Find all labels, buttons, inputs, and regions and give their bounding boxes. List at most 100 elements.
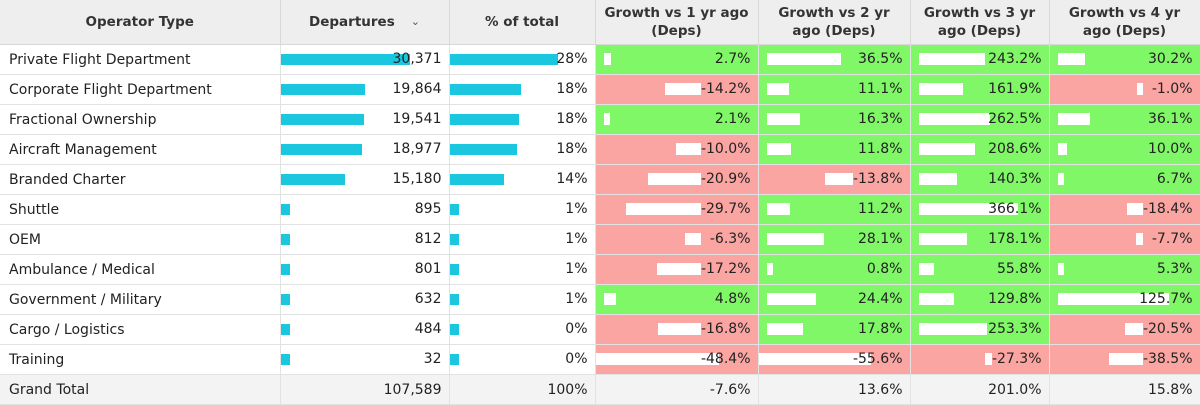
growth-4yr-cell: -38.5%: [1049, 344, 1200, 375]
table-row: Fractional Ownership 19,541 18% 2.1% 16.3% 26…: [0, 104, 1200, 135]
col-header-growth-3yr[interactable]: Growth vs 3 yr ago (Deps): [910, 0, 1050, 45]
growth-bar: [1057, 263, 1064, 275]
grand-total-pct: 100%: [449, 374, 596, 405]
col-header-label: Growth vs 3 yr ago (Deps): [923, 5, 1036, 39]
departures-cell: 30,371: [280, 44, 450, 75]
growth-4yr-cell: -20.5%: [1049, 314, 1200, 345]
growth-bar: [766, 263, 773, 275]
growth-value: 0.8%: [866, 261, 903, 277]
operator-type-cell: Cargo / Logistics: [0, 314, 281, 345]
pct-total-value: 14%: [556, 171, 588, 187]
pct-total-cell: 18%: [449, 104, 596, 135]
growth-value: -7.7%: [1151, 231, 1193, 247]
col-header-label: Growth vs 2 yr ago (Deps): [778, 5, 890, 39]
growth-value: -14.2%: [700, 81, 751, 97]
table-row: Cargo / Logistics 484 0% -16.8% 17.8% 253.3% -…: [0, 314, 1200, 345]
growth-value: 6.7%: [1156, 171, 1193, 187]
pct-total-cell: 0%: [449, 314, 596, 345]
growth-3yr-cell: 243.2%: [910, 44, 1050, 75]
growth-bar: [1057, 143, 1067, 155]
growth-1yr-cell: -10.0%: [595, 134, 759, 165]
departures-value: 484: [414, 321, 442, 337]
table-row: Private Flight Department 30,371 28% 2.7% 36…: [0, 44, 1200, 75]
growth-bar: [918, 323, 987, 335]
growth-3yr-cell: 208.6%: [910, 134, 1050, 165]
departures-bar: [280, 354, 290, 365]
table-row: Corporate Flight Department 19,864 18% -14.…: [0, 74, 1200, 105]
growth-value: 55.8%: [997, 261, 1042, 277]
growth-3yr-cell: 140.3%: [910, 164, 1050, 195]
pct-total-value: 0%: [565, 321, 588, 337]
growth-value: 243.2%: [988, 51, 1042, 67]
operator-type-cell: Training: [0, 344, 281, 375]
grand-total-growth-2yr: 13.6%: [758, 374, 911, 405]
growth-value: 28.1%: [858, 231, 903, 247]
col-header-growth-1yr[interactable]: Growth vs 1 yr ago (Deps): [595, 0, 759, 45]
growth-2yr-cell: 17.8%: [758, 314, 911, 345]
growth-value: -29.7%: [700, 201, 751, 217]
departures-value: 19,864: [392, 81, 442, 97]
growth-value: -18.4%: [1142, 201, 1193, 217]
growth-value: -13.8%: [852, 171, 903, 187]
growth-value: -20.5%: [1142, 321, 1193, 337]
grand-total-row: Grand Total 107,589 100% -7.6% 13.6% 201…: [0, 374, 1200, 405]
operator-type-cell: Government / Military: [0, 284, 281, 315]
growth-bar: [766, 53, 841, 65]
col-header-operator-type[interactable]: Operator Type: [0, 0, 281, 45]
pct-total-bar: [449, 294, 459, 305]
departures-cell: 18,977: [280, 134, 450, 165]
departures-bar: [280, 144, 362, 155]
growth-4yr-cell: 10.0%: [1049, 134, 1200, 165]
growth-1yr-cell: -6.3%: [595, 224, 759, 255]
col-header-departures[interactable]: Departures ⌄: [280, 0, 450, 45]
departures-value: 801: [414, 261, 442, 277]
growth-value: 178.1%: [988, 231, 1042, 247]
growth-value: 4.8%: [714, 291, 751, 307]
growth-bar: [918, 233, 967, 245]
departures-value: 32: [423, 351, 442, 367]
pct-total-value: 0%: [565, 351, 588, 367]
growth-1yr-cell: -29.7%: [595, 194, 759, 225]
growth-value: 366.1%: [988, 201, 1042, 217]
departures-cell: 19,541: [280, 104, 450, 135]
growth-1yr-cell: 2.7%: [595, 44, 759, 75]
departures-cell: 632: [280, 284, 450, 315]
operator-type-cell: Aircraft Management: [0, 134, 281, 165]
growth-2yr-cell: 24.4%: [758, 284, 911, 315]
pct-total-value: 18%: [556, 141, 588, 157]
growth-bar: [984, 353, 992, 365]
col-header-label: Growth vs 1 yr ago (Deps): [604, 5, 749, 39]
growth-2yr-cell: 0.8%: [758, 254, 911, 285]
growth-bar: [918, 173, 957, 185]
growth-bar: [675, 143, 701, 155]
growth-value: 129.8%: [988, 291, 1042, 307]
growth-value: 253.3%: [988, 321, 1042, 337]
departures-cell: 19,864: [280, 74, 450, 105]
growth-bar: [1057, 113, 1090, 125]
growth-value: -10.0%: [700, 141, 751, 157]
growth-value: 10.0%: [1148, 141, 1193, 157]
growth-1yr-cell: -17.2%: [595, 254, 759, 285]
growth-value: 5.3%: [1156, 261, 1193, 277]
departures-value: 30,371: [392, 51, 442, 67]
pct-total-cell: 1%: [449, 224, 596, 255]
growth-4yr-cell: 36.1%: [1049, 104, 1200, 135]
pct-total-cell: 14%: [449, 164, 596, 195]
growth-value: 36.5%: [858, 51, 903, 67]
pct-total-value: 18%: [556, 81, 588, 97]
growth-4yr-cell: -18.4%: [1049, 194, 1200, 225]
chevron-down-icon[interactable]: ⌄: [410, 15, 420, 28]
col-header-growth-2yr[interactable]: Growth vs 2 yr ago (Deps): [758, 0, 911, 45]
growth-bar: [766, 83, 789, 95]
growth-bar: [1057, 293, 1169, 305]
col-header-pct-total[interactable]: % of total: [449, 0, 596, 45]
col-header-growth-4yr[interactable]: Growth vs 4 yr ago (Deps): [1049, 0, 1200, 45]
growth-value: -17.2%: [700, 261, 751, 277]
growth-value: 2.1%: [714, 111, 751, 127]
operator-type-cell: Corporate Flight Department: [0, 74, 281, 105]
col-header-label: Operator Type: [85, 14, 194, 30]
growth-bar: [766, 143, 791, 155]
growth-value: 16.3%: [858, 111, 903, 127]
growth-3yr-cell: 129.8%: [910, 284, 1050, 315]
table-row: Government / Military 632 1% 4.8% 24.4% 129.8…: [0, 284, 1200, 315]
